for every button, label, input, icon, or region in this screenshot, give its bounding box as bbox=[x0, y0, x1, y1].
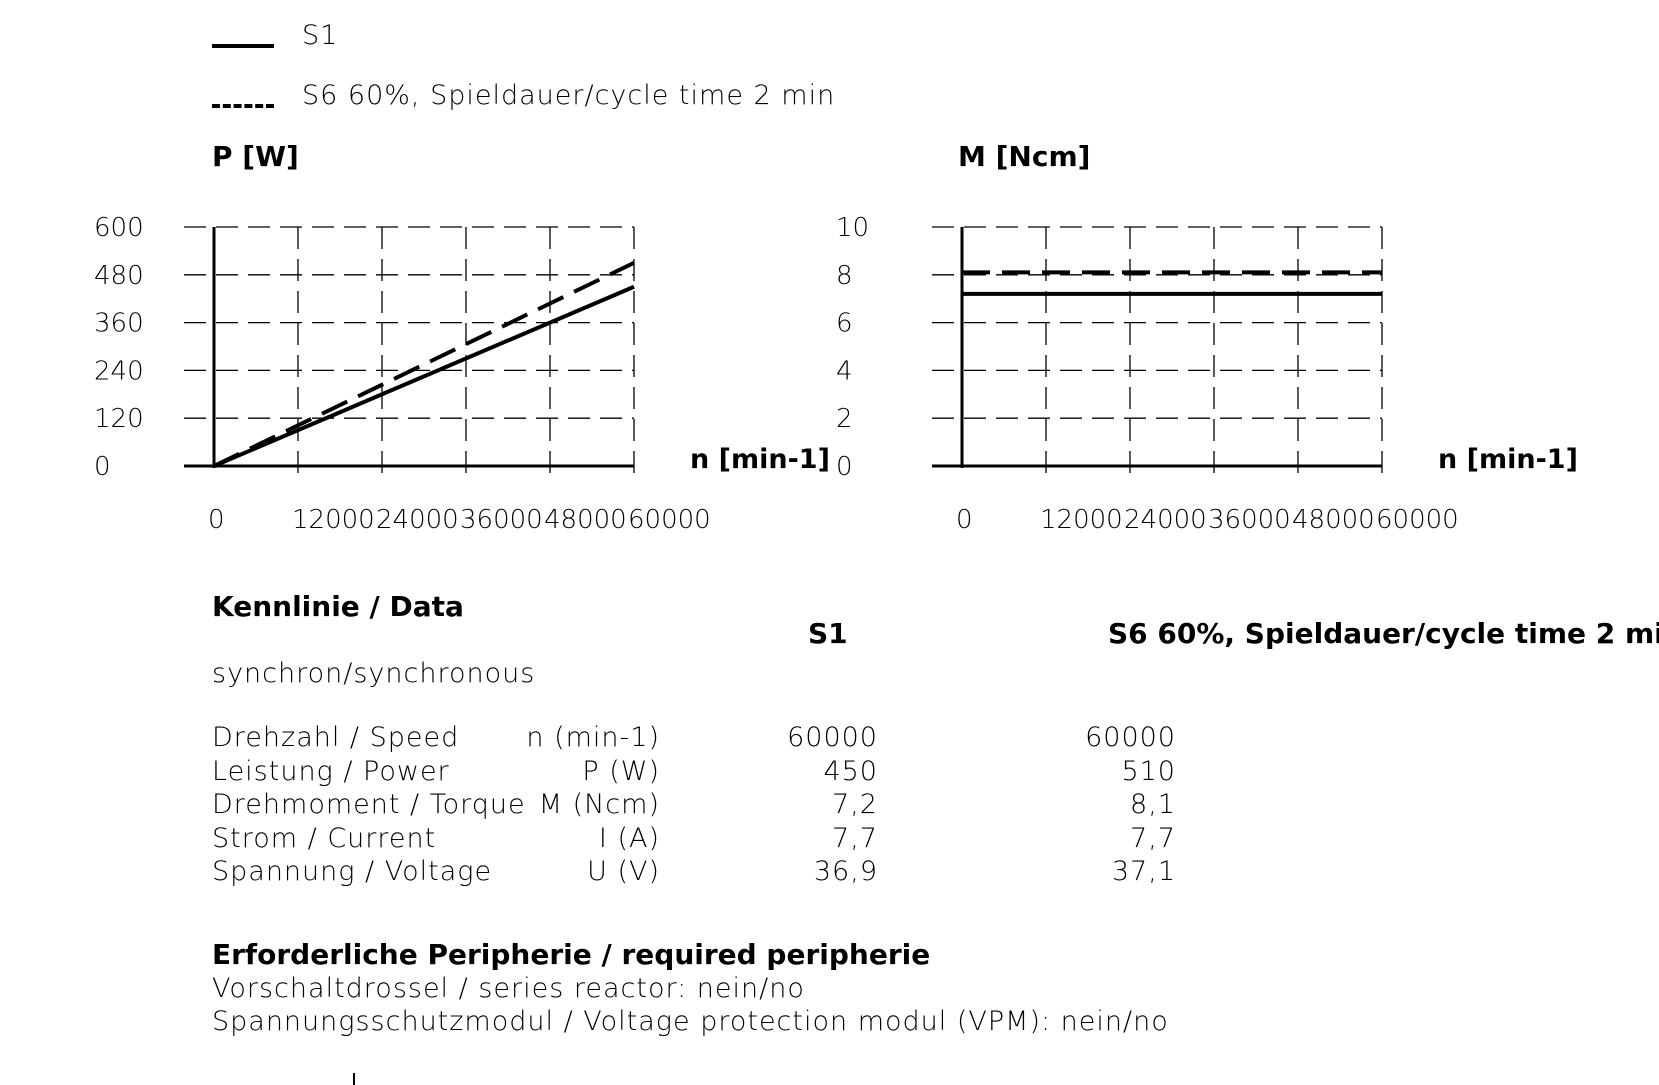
data-subtitle: synchron/synchronous bbox=[212, 658, 536, 689]
legend-s6-label: S6 60%, Spieldauer/cycle time 2 min bbox=[302, 80, 836, 111]
data-title: Kennlinie / Data bbox=[212, 590, 464, 623]
peripherie-line1: Vorschaltdrossel / series reactor: nein/… bbox=[212, 973, 805, 1004]
peripherie-title: Erforderliche Peripherie / required peri… bbox=[212, 938, 931, 971]
y-tick-label: 8 bbox=[836, 261, 853, 291]
series-s6-line bbox=[213, 261, 635, 468]
y-tick-label: 2 bbox=[836, 404, 853, 434]
data-row-label: Drehmoment / Torque bbox=[212, 789, 526, 820]
x-tick-label: 48000 bbox=[1292, 505, 1375, 535]
x-tick-label: 12000 bbox=[1040, 505, 1123, 535]
x-tick-label: 12000 bbox=[292, 505, 375, 535]
legend-s1-swatch bbox=[212, 44, 274, 48]
data-row-label: Spannung / Voltage bbox=[212, 856, 493, 887]
x-tick-label: 36000 bbox=[1208, 505, 1291, 535]
y-tick-label: 360 bbox=[94, 309, 144, 339]
data-row-s1-value: 450 bbox=[823, 755, 878, 787]
x-tick-label: 24000 bbox=[376, 505, 459, 535]
x-axis-unit-label: n [min-1] bbox=[1438, 444, 1578, 475]
power-chart: 0 120 240 360 480 600 0 12000 24000 36000 48000 600… bbox=[94, 213, 830, 535]
x-tick-label: 36000 bbox=[460, 505, 543, 535]
x-tick-label: 60000 bbox=[1376, 505, 1459, 535]
data-row-s1-value: 60000 bbox=[787, 722, 878, 753]
y-tick-label: 10 bbox=[836, 213, 869, 243]
col-s1-header: S1 bbox=[808, 617, 848, 650]
data-row-s6-value: 7,7 bbox=[1130, 822, 1176, 854]
y-tick-label: 0 bbox=[836, 452, 853, 482]
y-tick-label: 0 bbox=[94, 452, 111, 482]
data-row-s6-value: 510 bbox=[1121, 755, 1176, 787]
data-row-symbol: I (A) bbox=[598, 822, 660, 854]
y-tick-label: 240 bbox=[94, 356, 144, 386]
bottom-tick-mark bbox=[353, 1073, 355, 1085]
chart2-ylabel: M [Ncm] bbox=[958, 140, 1091, 173]
peripherie-line2: Spannungsschutzmodul / Voltage protectio… bbox=[212, 1006, 1169, 1037]
y-tick-label: 4 bbox=[836, 356, 853, 386]
x-tick-label: 48000 bbox=[544, 505, 627, 535]
x-tick-label: 0 bbox=[208, 505, 225, 535]
legend-s6-swatch bbox=[212, 104, 274, 108]
col-s6-header: S6 60%, Spieldauer/cycle time 2 min bbox=[1108, 617, 1659, 650]
data-row-s6-value: 8,1 bbox=[1130, 789, 1176, 820]
x-axis-unit-label: n [min-1] bbox=[690, 444, 830, 475]
x-tick-label: 24000 bbox=[1124, 505, 1207, 535]
data-row-s1-value: 7,2 bbox=[832, 789, 878, 820]
data-row-symbol: n (min-1) bbox=[526, 722, 660, 753]
data-row-s1-value: 7,7 bbox=[832, 822, 878, 854]
data-row-symbol: M (Ncm) bbox=[538, 789, 660, 820]
torque-chart: 0 2 4 6 8 10 0 12000 24000 36000 48000 60000 n [min-… bbox=[836, 213, 1578, 535]
series-s1-line bbox=[213, 284, 635, 468]
data-row-s1-value: 36,9 bbox=[813, 856, 878, 887]
legend-s1-label: S1 bbox=[302, 20, 339, 51]
data-row-s6-value: 37,1 bbox=[1111, 856, 1176, 887]
chart1-ylabel: P [W] bbox=[212, 140, 299, 173]
y-tick-label: 480 bbox=[94, 261, 144, 291]
x-tick-label: 0 bbox=[956, 505, 973, 535]
data-row-label: Strom / Current bbox=[212, 822, 437, 854]
data-row-label: Drehzahl / Speed bbox=[212, 722, 460, 753]
y-tick-label: 120 bbox=[94, 404, 144, 434]
data-row-label: Leistung / Power bbox=[212, 755, 450, 787]
x-tick-label: 60000 bbox=[628, 505, 711, 535]
data-row-symbol: U (V) bbox=[587, 856, 660, 887]
data-row-symbol: P (W) bbox=[582, 755, 660, 787]
y-tick-label: 600 bbox=[94, 213, 144, 243]
y-tick-label: 6 bbox=[836, 309, 853, 339]
data-row-s6-value: 60000 bbox=[1085, 722, 1176, 753]
